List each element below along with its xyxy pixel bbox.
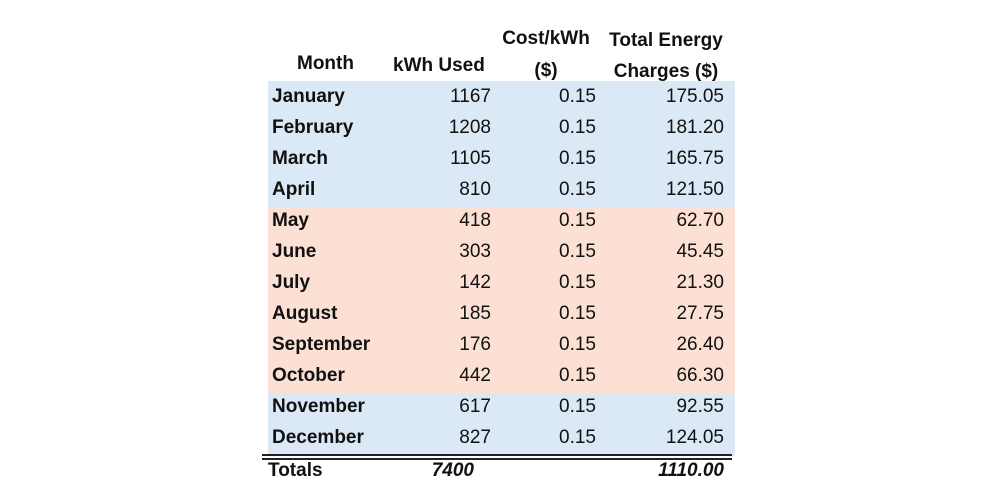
- table-row: August 185 0.15 27.75: [0, 298, 1000, 329]
- table-row: June 303 0.15 45.45: [0, 236, 1000, 267]
- table-row: December 827 0.15 124.05: [0, 422, 1000, 453]
- total-cell: 92.55: [676, 396, 724, 417]
- kwh-cell: 827: [459, 427, 491, 448]
- summer-band: [268, 207, 735, 393]
- table-row: February 1208 0.15 181.20: [0, 112, 1000, 143]
- month-cell: April: [272, 179, 316, 200]
- cost-cell: 0.15: [559, 210, 596, 231]
- cost-cell: 0.15: [559, 148, 596, 169]
- totals-charges: 1110.00: [658, 460, 724, 481]
- table-row: January 1167 0.15 175.05: [0, 81, 1000, 112]
- kwh-cell: 1208: [448, 117, 491, 138]
- cost-cell: 0.15: [559, 365, 596, 386]
- cost-cell: 0.15: [559, 179, 596, 200]
- table-row: November 617 0.15 92.55: [0, 391, 1000, 422]
- total-cell: 66.30: [676, 365, 724, 386]
- month-cell: November: [272, 396, 365, 417]
- kwh-cell: 617: [459, 396, 491, 417]
- total-cell: 124.05: [665, 427, 724, 448]
- total-cell: 45.45: [676, 241, 724, 262]
- kwh-cell: 185: [459, 303, 491, 324]
- totals-label: Totals: [268, 460, 323, 481]
- kwh-cell: 303: [459, 241, 491, 262]
- cost-cell: 0.15: [559, 86, 596, 107]
- total-cell: 62.70: [676, 210, 724, 231]
- kwh-cell: 810: [459, 179, 491, 200]
- header-cost-line2: ($): [534, 60, 558, 81]
- cost-cell: 0.15: [559, 427, 596, 448]
- header-cost-line1: Cost/kWh: [502, 28, 590, 49]
- total-cell: 175.05: [665, 86, 724, 107]
- month-cell: August: [272, 303, 338, 324]
- cost-cell: 0.15: [559, 241, 596, 262]
- totals-row: Totals 7400 1110.00: [0, 455, 1000, 486]
- month-cell: December: [272, 427, 364, 448]
- month-cell: January: [272, 86, 345, 107]
- kwh-cell: 1167: [450, 86, 491, 107]
- winter-band-top: [268, 81, 735, 207]
- total-cell: 26.40: [676, 334, 724, 355]
- kwh-cell: 142: [459, 272, 491, 293]
- table-row: October 442 0.15 66.30: [0, 360, 1000, 391]
- table-row: March 1105 0.15 165.75: [0, 143, 1000, 174]
- total-cell: 27.75: [676, 303, 724, 324]
- cost-cell: 0.15: [559, 396, 596, 417]
- month-cell: March: [272, 148, 328, 169]
- table-row: September 176 0.15 26.40: [0, 329, 1000, 360]
- totals-kwh: 7400: [431, 460, 474, 481]
- kwh-cell: 1105: [450, 148, 491, 169]
- month-cell: July: [272, 272, 311, 293]
- header-kwh-used: kWh Used: [393, 55, 485, 76]
- header-month: Month: [297, 53, 354, 74]
- total-cell: 121.50: [665, 179, 724, 200]
- month-cell: October: [272, 365, 345, 386]
- cost-cell: 0.15: [559, 303, 596, 324]
- totals-double-rule-top: [262, 454, 732, 456]
- totals-double-rule-bottom: [262, 458, 732, 460]
- month-cell: May: [272, 210, 309, 231]
- cost-cell: 0.15: [559, 334, 596, 355]
- kwh-cell: 442: [459, 365, 491, 386]
- cost-cell: 0.15: [559, 117, 596, 138]
- winter-band-bottom: [268, 393, 735, 456]
- header-total-line2: Charges ($): [613, 61, 719, 82]
- table-row: July 142 0.15 21.30: [0, 267, 1000, 298]
- month-cell: June: [272, 241, 317, 262]
- month-cell: September: [272, 334, 371, 355]
- table-row: April 810 0.15 121.50: [0, 174, 1000, 205]
- cost-cell: 0.15: [559, 272, 596, 293]
- table-row: May 418 0.15 62.70: [0, 205, 1000, 236]
- kwh-cell: 418: [459, 210, 491, 231]
- total-cell: 165.75: [665, 148, 724, 169]
- header-total-line1: Total Energy: [609, 30, 723, 51]
- total-cell: 21.30: [676, 272, 724, 293]
- month-cell: February: [272, 117, 354, 138]
- kwh-cell: 176: [459, 334, 491, 355]
- total-cell: 181.20: [665, 117, 724, 138]
